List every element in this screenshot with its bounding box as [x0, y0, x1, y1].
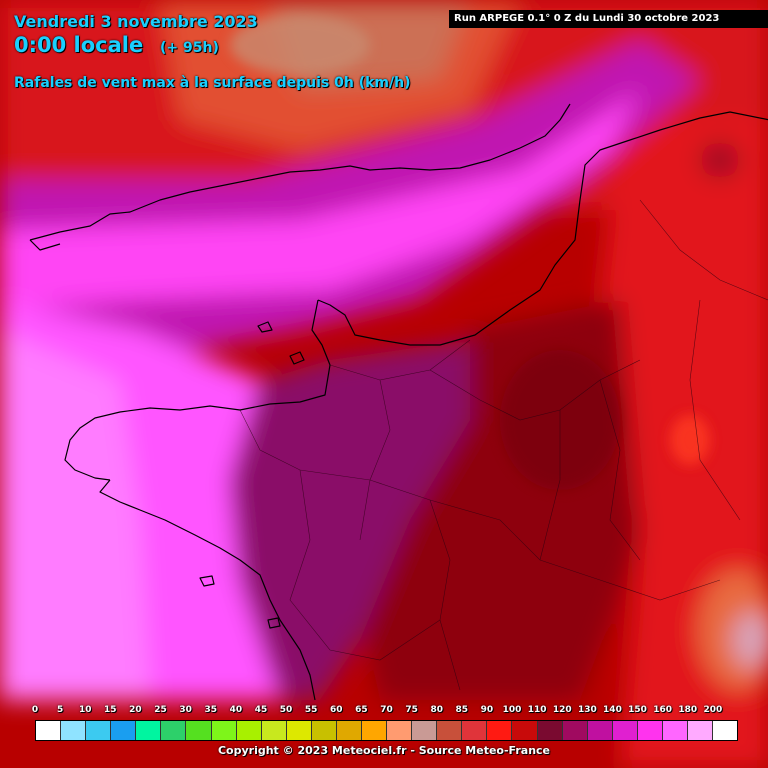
legend-tick-label: 110: [527, 705, 547, 715]
legend-tick-label: 35: [204, 705, 218, 715]
legend-swatch: [662, 721, 689, 740]
forecast-date: Vendredi 3 novembre 2023: [14, 12, 258, 31]
legend-swatch: [612, 721, 638, 740]
legend-tick-label: 40: [229, 705, 243, 715]
lead-time: (+ 95h): [160, 40, 219, 56]
legend-tick-label: 90: [480, 705, 494, 715]
legend-tick-label: 140: [603, 705, 622, 715]
legend-swatch: [311, 721, 337, 740]
legend-labels: 0 5 10 15 20 25 30 35 40 45 50 55 60 65 70 75 80 85 90 100 1…: [32, 705, 738, 717]
legend-tick-label: 65: [355, 705, 368, 715]
legend-swatch: [537, 721, 563, 740]
legend-swatch: [387, 721, 413, 740]
legend-swatch: [462, 721, 488, 740]
legend-swatch: [111, 721, 137, 740]
legend-tick-label: 30: [179, 705, 192, 715]
legend-tick-label: 120: [552, 705, 572, 715]
color-scale-legend: [35, 720, 738, 741]
legend-tick-label: 20: [129, 705, 142, 715]
legend-swatch: [362, 721, 388, 740]
map-subtitle: Rafales de vent max à la surface depuis …: [14, 75, 411, 91]
legend-tick-label: 15: [104, 705, 117, 715]
legend-swatch: [412, 721, 438, 740]
legend-tick-label: 80: [430, 705, 443, 715]
legend-swatch: [236, 721, 262, 740]
legend-tick-label: 180: [678, 705, 698, 715]
legend-swatch: [437, 721, 463, 740]
legend-tick-label: 85: [455, 705, 469, 715]
legend-tick-label: 200: [703, 705, 723, 715]
legend-tick-label: 150: [628, 705, 647, 715]
legend-tick-label: 25: [154, 705, 167, 715]
forecast-time: 0:00 locale: [14, 33, 144, 57]
legend-swatch: [61, 721, 87, 740]
legend-swatch: [286, 721, 312, 740]
legend-tick-label: 130: [577, 705, 597, 715]
legend-tick-label: 10: [78, 705, 92, 715]
legend-tick-label: 50: [279, 705, 293, 715]
legend-swatch: [637, 721, 663, 740]
legend-swatch: [688, 721, 714, 740]
legend-swatch: [713, 721, 738, 740]
legend-tick-label: 70: [380, 705, 393, 715]
legend-swatch: [136, 721, 162, 740]
legend-tick-label: 45: [254, 705, 268, 715]
legend-swatch: [487, 721, 513, 740]
legend-swatch: [261, 721, 287, 740]
legend-tick-label: 75: [405, 705, 418, 715]
legend-swatch: [86, 721, 112, 740]
legend-tick-label: 0: [31, 705, 39, 715]
legend-swatch: [512, 721, 538, 740]
legend-swatch: [36, 721, 62, 740]
legend-swatch: [587, 721, 613, 740]
legend-swatch: [562, 721, 588, 740]
run-info: Run ARPEGE 0.1° 0 Z du Lundi 30 octobre …: [449, 10, 768, 28]
copyright-text: Copyright © 2023 Meteociel.fr - Source M…: [217, 744, 551, 757]
legend-tick-label: 5: [56, 705, 64, 715]
legend-tick-label: 60: [330, 705, 343, 715]
legend-tick-label: 160: [653, 705, 673, 715]
legend-swatch: [161, 721, 187, 740]
legend-swatch: [336, 721, 363, 740]
legend-swatch: [186, 721, 212, 740]
legend-swatch: [211, 721, 237, 740]
legend-tick-label: 55: [304, 705, 318, 715]
legend-tick-label: 100: [502, 705, 522, 715]
